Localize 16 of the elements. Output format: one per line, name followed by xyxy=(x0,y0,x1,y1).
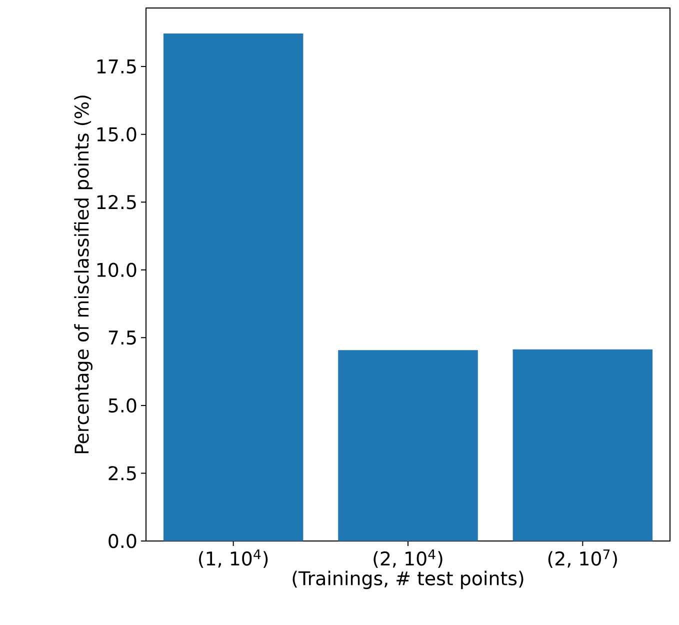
y-tick-label: 7.5 xyxy=(108,330,136,345)
y-tick-label: 17.5 xyxy=(97,60,136,74)
y-tick-label: 5.0 xyxy=(108,398,136,413)
x-tick-label: (1, 10$^{4}$) xyxy=(199,550,268,568)
y-tick-label: 0.0 xyxy=(108,534,136,548)
x-tick-label: (2, 10$^{4}$) xyxy=(374,550,442,568)
x-axis-title: (Trainings, # test points) xyxy=(292,570,524,590)
bar xyxy=(338,350,478,541)
y-tick-label: 10.0 xyxy=(97,262,136,278)
y-tick-label: 15.0 xyxy=(97,127,136,142)
y-tick-label: 12.5 xyxy=(97,194,136,210)
x-tick-label: (2, 10$^{7}$) xyxy=(548,550,617,568)
bar xyxy=(163,33,304,541)
y-tick-label: 2.5 xyxy=(108,466,136,480)
y-axis-title: Percentage of misclassified points (%) xyxy=(74,96,92,454)
bar xyxy=(512,349,653,541)
